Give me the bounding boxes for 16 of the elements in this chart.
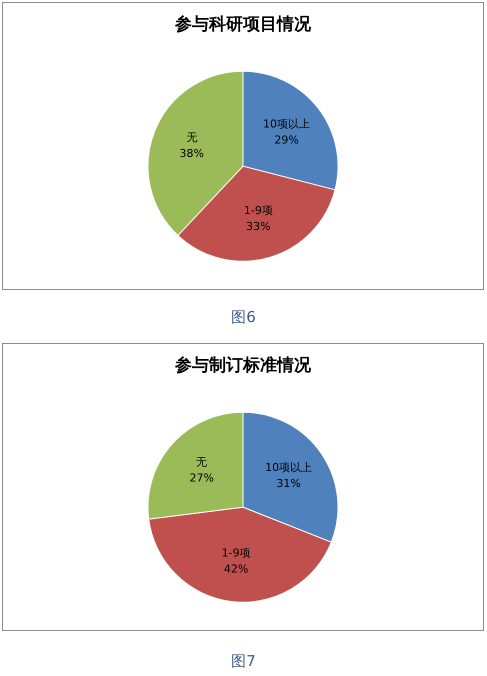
- data-label: 31%: [276, 477, 301, 490]
- slice-label: 1-9项: [222, 546, 251, 560]
- data-label: 38%: [180, 146, 204, 160]
- slice-label: 无: [196, 456, 208, 469]
- data-label: 27%: [189, 472, 214, 485]
- caption: 图6: [230, 308, 257, 327]
- chart-title: 参与科研项目情况: [174, 14, 312, 35]
- caption: 图7: [230, 652, 257, 671]
- slice-label: 1-9项: [244, 204, 273, 217]
- data-label: 42%: [224, 562, 248, 576]
- slice-label: 10项以上: [263, 117, 310, 130]
- data-label: 33%: [246, 220, 271, 233]
- slice-label: 无: [186, 130, 198, 144]
- chart-title: 参与制订标准情况: [174, 356, 312, 376]
- slice-label: 10项以上: [265, 461, 312, 474]
- data-label: 29%: [274, 133, 299, 146]
